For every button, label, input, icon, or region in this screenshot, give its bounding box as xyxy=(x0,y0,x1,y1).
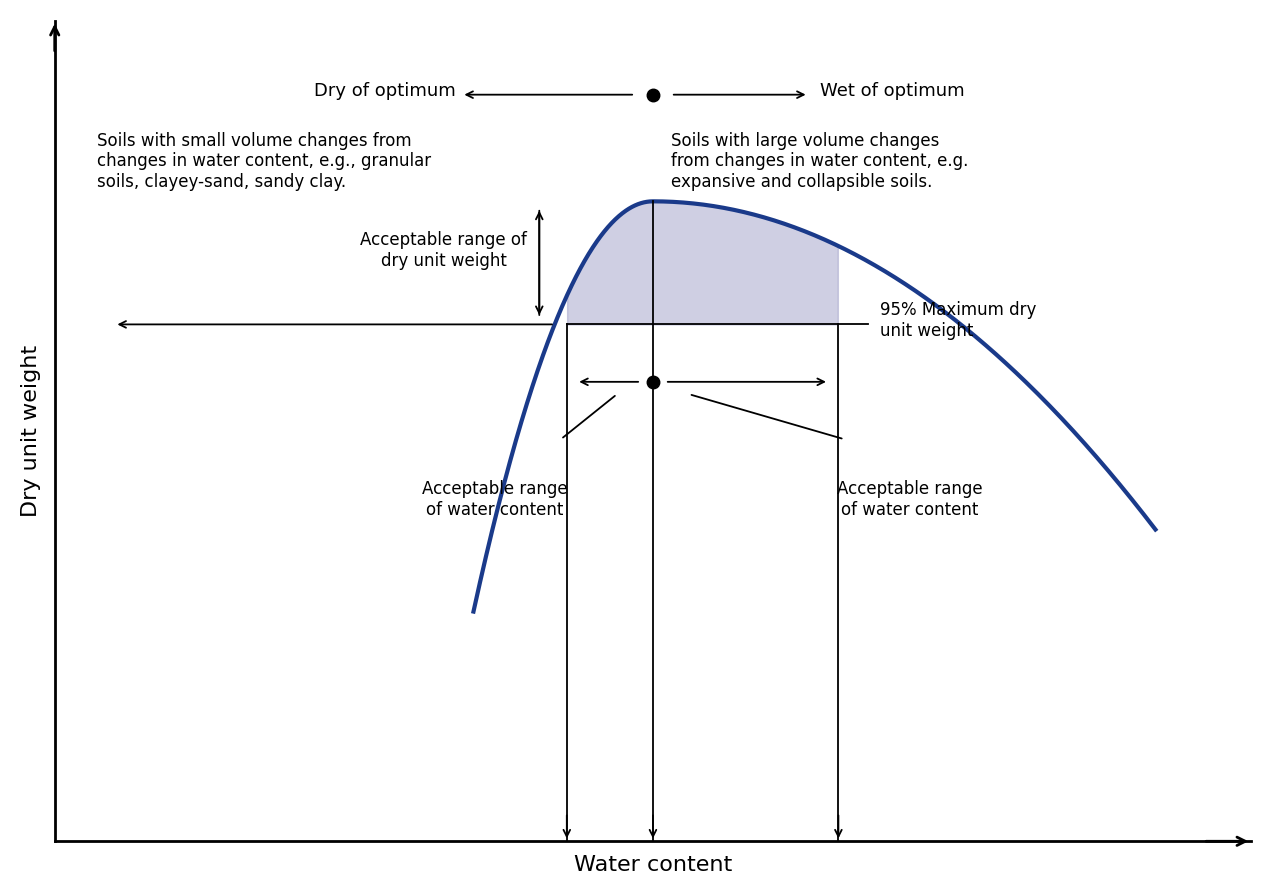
Text: Acceptable range
of water content: Acceptable range of water content xyxy=(422,480,567,519)
Text: 95% Maximum dry
unit weight: 95% Maximum dry unit weight xyxy=(880,301,1037,340)
Text: Acceptable range
of water content: Acceptable range of water content xyxy=(837,480,983,519)
X-axis label: Water content: Water content xyxy=(574,855,733,875)
Text: Wet of optimum: Wet of optimum xyxy=(820,82,965,99)
Text: Soils with large volume changes
from changes in water content, e.g.
expansive an: Soils with large volume changes from cha… xyxy=(670,132,968,191)
Text: Soils with small volume changes from
changes in water content, e.g., granular
so: Soils with small volume changes from cha… xyxy=(97,132,431,191)
Y-axis label: Dry unit weight: Dry unit weight xyxy=(20,345,41,517)
Text: Dry of optimum: Dry of optimum xyxy=(314,82,455,99)
Text: Acceptable range of
dry unit weight: Acceptable range of dry unit weight xyxy=(360,231,528,270)
